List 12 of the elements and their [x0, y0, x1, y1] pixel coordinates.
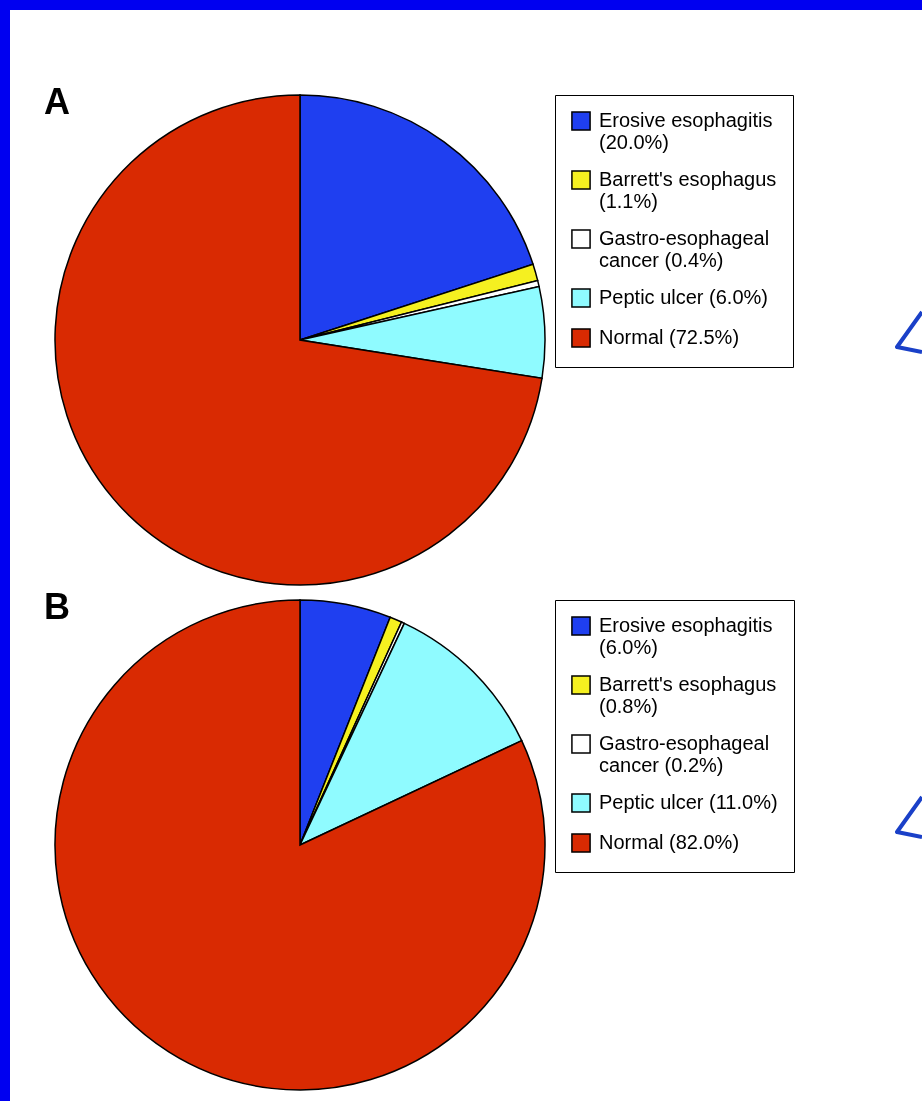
legend-label: Normal (82.0%) — [599, 831, 740, 853]
legend-label: Erosive esophagitis (20.0%) — [599, 109, 773, 153]
chart-title: A — [44, 81, 70, 122]
chart-title: B — [44, 586, 70, 627]
legend-label: Erosive esophagitis (6.0%) — [599, 614, 773, 658]
legend-label: Peptic ulcer (11.0%) — [599, 791, 778, 813]
legend-label: Peptic ulcer (6.0%) — [599, 286, 768, 308]
legend-label: Gastro-esophageal cancer (0.2%) — [599, 732, 770, 776]
legend-label: Barrett's esophagus (0.8%) — [599, 673, 777, 717]
legend-label: Normal (72.5%) — [599, 326, 740, 348]
legend-label: Gastro-esophageal cancer (0.4%) — [599, 227, 770, 271]
legend-label: Barrett's esophagus (1.1%) — [599, 168, 777, 212]
